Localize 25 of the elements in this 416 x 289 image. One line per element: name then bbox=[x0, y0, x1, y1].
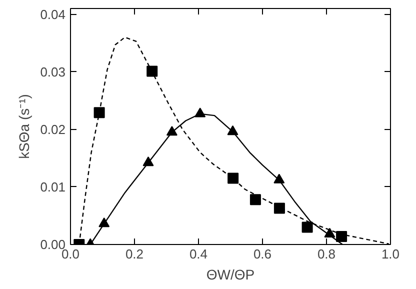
x-tick-label: 0.2 bbox=[125, 246, 144, 262]
y-tick-label: 0.02 bbox=[40, 122, 66, 137]
point bbox=[146, 66, 158, 77]
y-tick-label: 0.01 bbox=[40, 179, 66, 194]
point bbox=[94, 107, 105, 118]
point bbox=[194, 108, 206, 118]
point bbox=[227, 125, 238, 136]
point bbox=[142, 156, 154, 166]
x-tick-label: 1.0 bbox=[381, 246, 400, 262]
x-axis-title: ΘW/ΘP bbox=[206, 266, 255, 282]
point bbox=[250, 194, 261, 206]
y-axis-title: kSΘa (s⁻¹) bbox=[16, 94, 32, 159]
y-tick-label: 0.04 bbox=[40, 6, 66, 22]
point bbox=[98, 218, 110, 228]
y-tick-label: 0.03 bbox=[40, 64, 66, 80]
x-tick-label: 0.4 bbox=[189, 246, 208, 262]
x-tick-label: 0.6 bbox=[253, 246, 272, 262]
point bbox=[302, 222, 313, 233]
point bbox=[324, 228, 336, 238]
point bbox=[336, 230, 348, 242]
x-tick-label: 0.8 bbox=[317, 246, 336, 262]
point bbox=[274, 174, 285, 184]
point bbox=[228, 172, 239, 184]
point bbox=[274, 202, 285, 214]
point bbox=[166, 126, 178, 136]
